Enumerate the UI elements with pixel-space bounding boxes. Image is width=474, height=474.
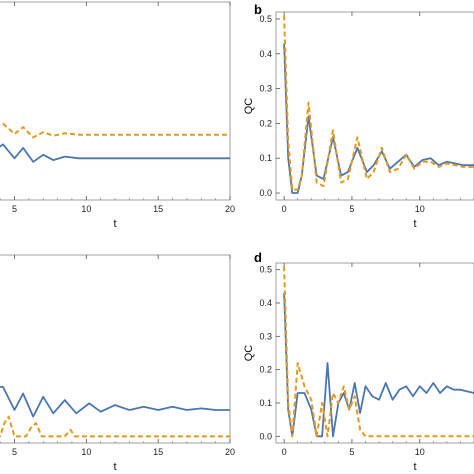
y-tick-label: 0.2 [259,118,272,128]
y-axis-label: QC [243,345,255,362]
y-tick-label: 0.4 [259,49,272,59]
panel-label: d [254,250,262,265]
x-tick-label: 5 [349,447,354,457]
y-tick-label: 0.4 [259,298,272,308]
y-tick-label: 0.0 [259,431,272,441]
solid-series-line [0,386,230,418]
y-axis-label: QC [243,98,255,115]
dashed-series-line [0,415,230,438]
y-tick-label: 0.3 [259,84,272,94]
panel-b: 0 5 10 0.0 0.1 0.2 0.3 0.4 0.5 t QC b [243,2,474,230]
panel-label: b [254,2,262,17]
plot-frame [0,1,231,201]
solid-series-line [283,292,474,438]
plot-frame [275,262,474,444]
y-tick-label: 0.0 [259,188,272,198]
x-tick-label: 5 [12,447,17,457]
plot-frame [275,11,474,201]
x-axis-label: t [113,218,116,230]
solid-series-line [0,143,230,163]
x-axis-label: t [413,461,416,473]
dashed-series-line [0,122,230,139]
x-tick-label: 0 [282,204,287,214]
x-tick-label: 10 [81,447,91,457]
panel-d: 0 5 10 0.0 0.1 0.2 0.3 0.4 0.5 t QC d [243,250,474,473]
x-tick-label: 5 [349,204,354,214]
plot-frame [0,254,231,444]
y-tick-label: 0.1 [259,398,272,408]
x-tick-label: 5 [12,204,17,214]
x-tick-label: 10 [81,204,91,214]
x-tick-label: 10 [415,447,425,457]
x-tick-label: 20 [225,204,235,214]
x-tick-label: 15 [153,204,163,214]
y-tick-label: 0.5 [259,265,272,275]
solid-series-line [283,43,474,194]
series-group [283,15,474,194]
panel-a: 5 10 15 20 t [0,1,235,230]
x-axis-label: t [113,461,116,473]
y-tick-label: 0.5 [259,14,272,24]
series-group [283,266,474,438]
x-tick-label: 10 [415,204,425,214]
x-axis-label: t [413,218,416,230]
panel-c: 5 10 15 20 t [0,254,235,473]
y-tick-label: 0.3 [259,331,272,341]
x-tick-label: 0 [282,447,287,457]
x-tick-label: 20 [225,447,235,457]
y-tick-label: 0.1 [259,153,272,163]
dashed-series-line [283,15,474,191]
series-group [0,122,230,163]
dashed-series-line [283,266,474,438]
y-tick-label: 0.2 [259,365,272,375]
series-group [0,386,230,438]
x-tick-label: 15 [153,447,163,457]
